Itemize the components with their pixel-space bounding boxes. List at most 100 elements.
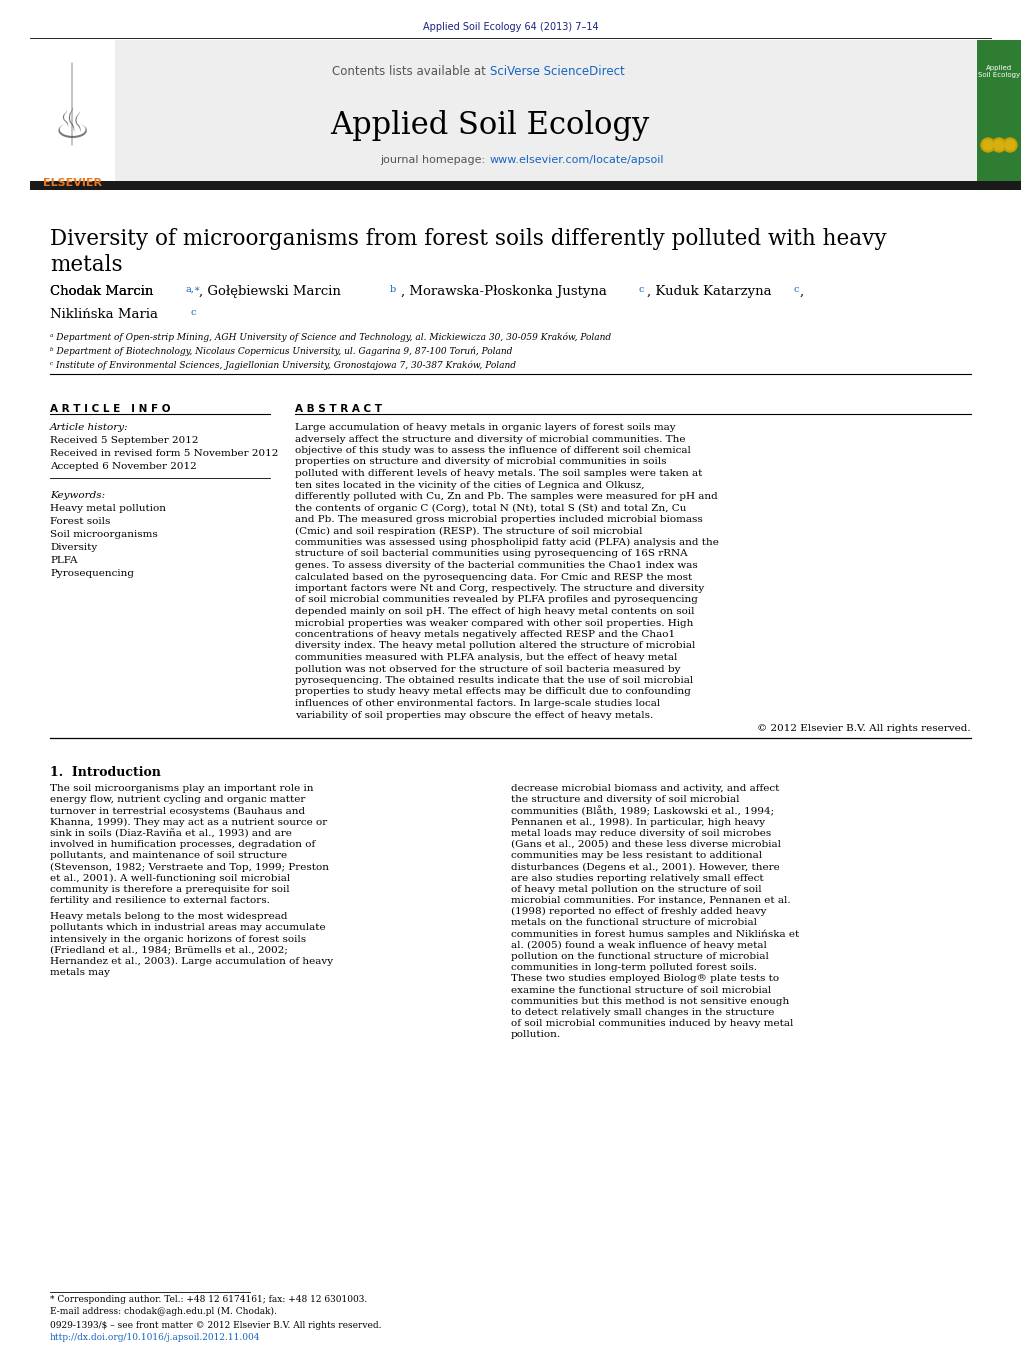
Text: Pennanen et al., 1998). In particular, high heavy: Pennanen et al., 1998). In particular, h… [510,817,765,827]
Text: The soil microorganisms play an important role in: The soil microorganisms play an importan… [50,784,313,793]
Text: ᵃ Department of Open-strip Mining, AGH University of Science and Technology, al.: ᵃ Department of Open-strip Mining, AGH U… [50,332,612,342]
Text: et al., 2001). A well-functioning soil microbial: et al., 2001). A well-functioning soil m… [50,874,290,882]
Text: Received in revised form 5 November 2012: Received in revised form 5 November 2012 [50,449,279,458]
Text: (Gans et al., 2005) and these less diverse microbial: (Gans et al., 2005) and these less diver… [510,840,781,848]
Text: SciVerse ScienceDirect: SciVerse ScienceDirect [490,65,625,78]
Text: diversity index. The heavy metal pollution altered the structure of microbial: diversity index. The heavy metal polluti… [295,642,695,650]
Text: These two studies employed Biolog® plate tests to: These two studies employed Biolog® plate… [510,974,779,984]
Text: http://dx.doi.org/10.1016/j.apsoil.2012.11.004: http://dx.doi.org/10.1016/j.apsoil.2012.… [50,1333,260,1342]
Text: Pyrosequencing: Pyrosequencing [50,569,134,578]
Text: genes. To assess diversity of the bacterial communities the Chao1 index was: genes. To assess diversity of the bacter… [295,561,697,570]
Text: 0929-1393/$ – see front matter © 2012 Elsevier B.V. All rights reserved.: 0929-1393/$ – see front matter © 2012 El… [50,1321,382,1329]
Text: Khanna, 1999). They may act as a nutrient source or: Khanna, 1999). They may act as a nutrien… [50,817,328,827]
Text: sink in soils (Diaz-Raviña et al., 1993) and are: sink in soils (Diaz-Raviña et al., 1993)… [50,828,292,838]
Text: energy flow, nutrient cycling and organic matter: energy flow, nutrient cycling and organi… [50,796,305,804]
Text: depended mainly on soil pH. The effect of high heavy metal contents on soil: depended mainly on soil pH. The effect o… [295,607,694,616]
Text: disturbances (Degens et al., 2001). However, there: disturbances (Degens et al., 2001). Howe… [510,862,780,871]
Text: 1.  Introduction: 1. Introduction [50,766,161,780]
Text: and Pb. The measured gross microbial properties included microbial biomass: and Pb. The measured gross microbial pro… [295,515,702,524]
Text: Applied Soil Ecology: Applied Soil Ecology [331,109,649,141]
Text: , Gołębiewski Marcin: , Gołębiewski Marcin [199,285,341,299]
Text: Contents lists available at: Contents lists available at [333,65,490,78]
Text: ,: , [800,285,805,299]
Text: Accepted 6 November 2012: Accepted 6 November 2012 [50,462,197,471]
Text: communities measured with PLFA analysis, but the effect of heavy metal: communities measured with PLFA analysis,… [295,653,677,662]
Text: c: c [190,308,195,317]
Text: properties to study heavy metal effects may be difficult due to confounding: properties to study heavy metal effects … [295,688,691,697]
Text: of soil microbial communities revealed by PLFA profiles and pyrosequencing: of soil microbial communities revealed b… [295,596,698,604]
Text: Diversity of microorganisms from forest soils differently polluted with heavy: Diversity of microorganisms from forest … [50,228,886,250]
Text: A R T I C L E   I N F O: A R T I C L E I N F O [50,404,171,413]
Circle shape [983,141,993,150]
Text: turnover in terrestrial ecosystems (Bauhaus and: turnover in terrestrial ecosystems (Bauh… [50,807,305,816]
Text: communities may be less resistant to additional: communities may be less resistant to add… [510,851,762,861]
Text: Large accumulation of heavy metals in organic layers of forest soils may: Large accumulation of heavy metals in or… [295,423,676,432]
Text: Forest soils: Forest soils [50,517,110,526]
Text: Diversity: Diversity [50,543,97,553]
Text: of heavy metal pollution on the structure of soil: of heavy metal pollution on the structur… [510,885,762,894]
Text: Chodak Marcin: Chodak Marcin [50,285,153,299]
Text: metals may: metals may [50,969,110,977]
Text: ᶜ Institute of Environmental Sciences, Jagiellonian University, Gronostajowa 7, : ᶜ Institute of Environmental Sciences, J… [50,359,516,370]
Text: pollution was not observed for the structure of soil bacteria measured by: pollution was not observed for the struc… [295,665,681,674]
Text: ᵇ Department of Biotechnology, Nicolaus Copernicus University, ul. Gagarina 9, 8: ᵇ Department of Biotechnology, Nicolaus … [50,346,513,355]
Text: Heavy metal pollution: Heavy metal pollution [50,504,166,513]
Text: decrease microbial biomass and activity, and affect: decrease microbial biomass and activity,… [510,784,779,793]
Text: influences of other environmental factors. In large-scale studies local: influences of other environmental factor… [295,698,661,708]
Text: metals on the functional structure of microbial: metals on the functional structure of mi… [510,919,757,927]
Text: (Stevenson, 1982; Verstraete and Top, 1999; Preston: (Stevenson, 1982; Verstraete and Top, 19… [50,862,329,871]
Bar [115,41,977,185]
Text: intensively in the organic horizons of forest soils: intensively in the organic horizons of f… [50,935,306,943]
Text: objective of this study was to assess the influence of different soil chemical: objective of this study was to assess th… [295,446,691,455]
Circle shape [992,138,1006,153]
Text: © 2012 Elsevier B.V. All rights reserved.: © 2012 Elsevier B.V. All rights reserved… [758,724,971,734]
Text: , Morawska-Płoskonka Justyna: , Morawska-Płoskonka Justyna [401,285,606,299]
Text: properties on structure and diversity of microbial communities in soils: properties on structure and diversity of… [295,458,667,466]
Text: communities (Blåth, 1989; Laskowski et al., 1994;: communities (Blåth, 1989; Laskowski et a… [510,807,774,817]
Text: c: c [793,285,798,295]
Text: involved in humification processes, degradation of: involved in humification processes, degr… [50,840,315,848]
Text: c: c [638,285,643,295]
Text: a,∗: a,∗ [185,285,200,295]
Text: examine the functional structure of soil microbial: examine the functional structure of soil… [510,986,771,994]
Text: (Cmic) and soil respiration (RESP). The structure of soil microbial: (Cmic) and soil respiration (RESP). The … [295,527,642,535]
Text: pyrosequencing. The obtained results indicate that the use of soil microbial: pyrosequencing. The obtained results ind… [295,676,693,685]
Text: ten sites located in the vicinity of the cities of Legnica and Olkusz,: ten sites located in the vicinity of the… [295,481,644,489]
Text: metals: metals [50,254,123,276]
Text: communities but this method is not sensitive enough: communities but this method is not sensi… [510,997,789,1005]
Text: community is therefore a prerequisite for soil: community is therefore a prerequisite fo… [50,885,290,894]
Text: journal homepage:: journal homepage: [380,155,489,165]
Text: Applied Soil Ecology 64 (2013) 7–14: Applied Soil Ecology 64 (2013) 7–14 [423,22,598,32]
Text: adversely affect the structure and diversity of microbial communities. The: adversely affect the structure and diver… [295,435,685,443]
Bar [977,41,1021,185]
Text: pollutants which in industrial areas may accumulate: pollutants which in industrial areas may… [50,923,326,932]
Text: the structure and diversity of soil microbial: the structure and diversity of soil micr… [510,796,739,804]
Bar [30,181,1021,190]
Text: Heavy metals belong to the most widespread: Heavy metals belong to the most widespre… [50,912,288,921]
Circle shape [994,141,1004,150]
Text: * Corresponding author. Tel.: +48 12 6174161; fax: +48 12 6301003.: * Corresponding author. Tel.: +48 12 617… [50,1296,368,1304]
Text: Keywords:: Keywords: [50,490,105,500]
Text: ELSEVIER: ELSEVIER [43,178,101,188]
Text: Hernandez et al., 2003). Large accumulation of heavy: Hernandez et al., 2003). Large accumulat… [50,957,333,966]
Text: al. (2005) found a weak influence of heavy metal: al. (2005) found a weak influence of hea… [510,940,767,950]
Text: microbial properties was weaker compared with other soil properties. High: microbial properties was weaker compared… [295,619,693,627]
Text: (Friedland et al., 1984; Brümells et al., 2002;: (Friedland et al., 1984; Brümells et al.… [50,946,288,955]
Text: Soil microorganisms: Soil microorganisms [50,530,158,539]
Text: variability of soil properties may obscure the effect of heavy metals.: variability of soil properties may obscu… [295,711,653,720]
Text: Applied
Soil Ecology: Applied Soil Ecology [978,65,1020,78]
Text: communities in long-term polluted forest soils.: communities in long-term polluted forest… [510,963,757,973]
Text: concentrations of heavy metals negatively affected RESP and the Chao1: concentrations of heavy metals negativel… [295,630,675,639]
Text: Article history:: Article history: [50,423,129,432]
Text: differently polluted with Cu, Zn and Pb. The samples were measured for pH and: differently polluted with Cu, Zn and Pb.… [295,492,718,501]
Text: , Kuduk Katarzyna: , Kuduk Katarzyna [647,285,772,299]
Text: pollution on the functional structure of microbial: pollution on the functional structure of… [510,952,769,961]
Text: are also studies reporting relatively small effect: are also studies reporting relatively sm… [510,874,764,882]
Circle shape [981,138,995,153]
Text: of soil microbial communities induced by heavy metal: of soil microbial communities induced by… [510,1019,793,1028]
Text: Received 5 September 2012: Received 5 September 2012 [50,436,198,444]
Text: fertility and resilience to external factors.: fertility and resilience to external fac… [50,896,270,905]
Text: communities was assessed using phospholipid fatty acid (PLFA) analysis and the: communities was assessed using phospholi… [295,538,719,547]
Text: important factors were Nt and Corg, respectively. The structure and diversity: important factors were Nt and Corg, resp… [295,584,704,593]
Text: Chodak Marcin: Chodak Marcin [50,285,153,299]
